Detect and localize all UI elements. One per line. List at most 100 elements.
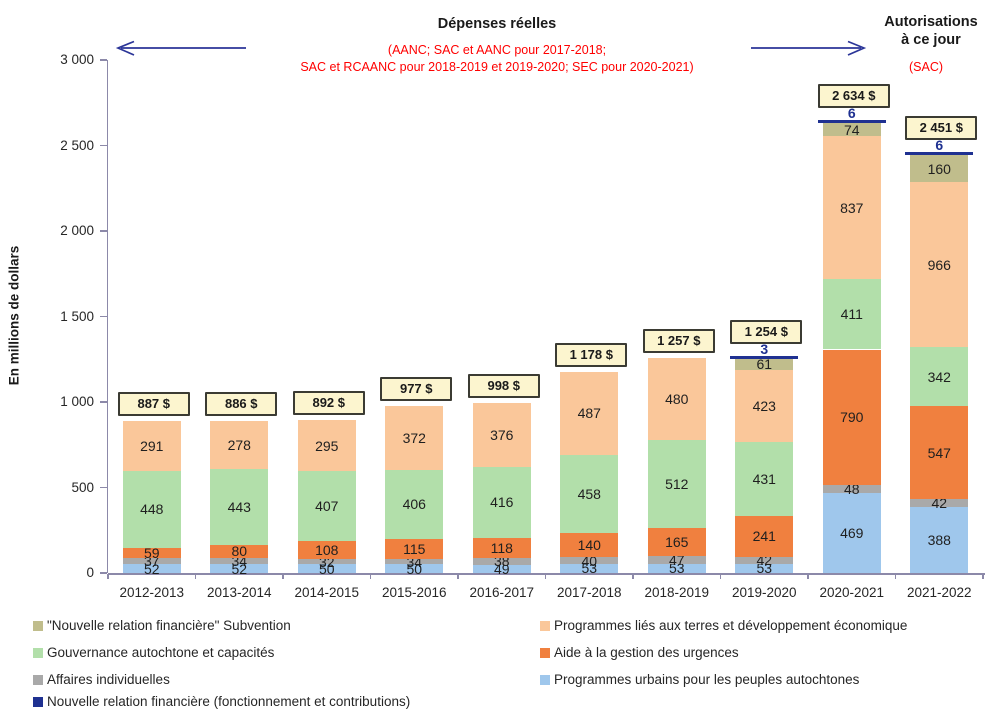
bar-segment <box>647 563 706 573</box>
x-tickmark <box>457 574 459 579</box>
bar-total-label: 887 $ <box>117 392 190 417</box>
bar-segment <box>297 540 356 559</box>
left-header-subtitle-line2: SAC et RCAANC pour 2018-2019 et 2019-202… <box>300 60 694 74</box>
bar-segment <box>822 136 881 280</box>
bar-segment-label-above: 3 <box>760 340 769 357</box>
bar-segment <box>122 471 181 548</box>
x-tickmark <box>719 574 722 579</box>
right-header-title-line2: à ce jour <box>901 32 961 48</box>
bar-segment-label: 837 <box>840 199 864 216</box>
bar-segment-label: 423 <box>752 397 776 414</box>
legend-label: Programmes urbains pour les peuples auto… <box>554 672 860 687</box>
bar-segment-label-above: 6 <box>847 105 856 122</box>
y-tickmark <box>100 401 107 403</box>
bar-segment-label: 118 <box>490 540 513 557</box>
x-axis-label: 2020-2021 <box>819 585 885 600</box>
bar-segment-label: 50 <box>406 560 423 577</box>
bar-segment <box>822 484 881 493</box>
bar-segment <box>297 470 356 541</box>
bar-segment <box>822 492 881 573</box>
x-tickmark <box>982 574 984 579</box>
bar-segment-label: 52 <box>231 560 248 577</box>
bar-total-label: 2 451 $ <box>905 115 978 140</box>
y-tick-label: 500 <box>71 479 94 495</box>
x-axis-label: 2018-2019 <box>644 585 710 600</box>
bar-segment-label: 53 <box>668 560 685 577</box>
x-tickmark <box>807 574 809 579</box>
bar-segment-label: 42 <box>756 552 773 569</box>
right-arrow-head <box>847 40 867 56</box>
bar-segment <box>472 402 531 467</box>
right-header-subtitle: (SAC) <box>908 60 944 74</box>
x-tickmark <box>544 574 547 579</box>
legend-label: Gouvernance autochtone et capacités <box>47 645 275 660</box>
bar-segment-label: 48 <box>843 480 860 497</box>
right-header-title-line1: Autorisations <box>884 14 978 30</box>
bar-segment-label: 443 <box>227 498 251 515</box>
bar-total-label: 1 257 $ <box>642 329 715 354</box>
bar-segment <box>297 564 356 573</box>
bar-segment-label: 50 <box>318 560 335 577</box>
bar-segment-label: 372 <box>402 429 426 446</box>
x-axis-label: 2017-2018 <box>556 585 622 600</box>
bar-segment <box>647 527 706 556</box>
bar-segment <box>560 563 619 573</box>
x-tickmark <box>194 574 197 579</box>
legend-swatch <box>540 648 550 658</box>
y-tick-label: 1 000 <box>60 394 94 409</box>
bar-segment <box>735 515 794 557</box>
bar-segment-label: 115 <box>403 540 426 557</box>
x-axis-label: 2014-2015 <box>294 585 360 600</box>
bar-segment <box>122 564 181 573</box>
bar-segment-label: 53 <box>756 560 773 577</box>
left-header-title: Dépenses réelles <box>437 16 557 32</box>
legend-swatch <box>33 621 43 631</box>
bar-segment-label: 411 <box>840 306 863 323</box>
bar-segment-label: 407 <box>315 497 339 514</box>
legend-label: "Nouvelle relation financière" Subventio… <box>47 618 291 633</box>
bar-total-label: 892 $ <box>292 391 365 416</box>
bar-segment <box>735 369 794 442</box>
bar-segment-label: 49 <box>493 560 510 577</box>
y-tick-label: 2 000 <box>60 223 94 238</box>
bar-segment-label: 42 <box>931 495 948 512</box>
bar-segment-label: 547 <box>927 444 951 461</box>
left-header-subtitle: (AANC; SAC et AANC pour 2017-2018; SAC e… <box>197 42 797 76</box>
bar-segment <box>910 499 969 507</box>
bar-segment <box>822 279 881 350</box>
bar-segment <box>210 544 269 559</box>
bar-segment-label: 59 <box>143 544 160 561</box>
bar-segment <box>647 358 706 441</box>
bar-segment-label: 431 <box>752 470 776 487</box>
bar-segment <box>735 556 794 564</box>
x-axis-line <box>108 573 985 575</box>
bar-segment <box>560 371 619 455</box>
bar-segment-label: 458 <box>577 485 601 502</box>
bar-segment-label: 388 <box>927 531 951 548</box>
bar-segment <box>822 123 881 137</box>
bar-segment <box>905 151 974 155</box>
bar-segment-label: 108 <box>315 541 339 558</box>
bar-segment <box>910 506 969 573</box>
bar-segment <box>297 558 356 565</box>
left-header-subtitle-line1: (AANC; SAC et AANC pour 2017-2018; <box>387 43 607 57</box>
y-tickmark <box>100 486 107 489</box>
bar-segment <box>385 469 444 539</box>
y-tick-label: 2 500 <box>60 137 94 153</box>
bar-segment-label: 448 <box>140 501 164 518</box>
bar-segment-label: 74 <box>843 121 860 138</box>
y-tickmark <box>100 59 107 61</box>
bar-segment <box>122 421 181 472</box>
bar-total-label: 886 $ <box>205 392 278 417</box>
bar-segment <box>910 405 969 500</box>
y-tick-label: 0 <box>86 565 94 580</box>
y-axis-title: En millions de dollars <box>6 245 22 386</box>
bar-segment <box>910 347 969 406</box>
bar-segment <box>122 547 181 558</box>
y-tickmark <box>100 230 107 232</box>
bar-segment <box>817 120 886 124</box>
bar-segment <box>122 557 181 565</box>
bar-segment-label-above: 6 <box>935 136 944 153</box>
x-axis-label: 2012-2013 <box>119 585 185 600</box>
bar-total-label: 1 254 $ <box>730 319 803 344</box>
